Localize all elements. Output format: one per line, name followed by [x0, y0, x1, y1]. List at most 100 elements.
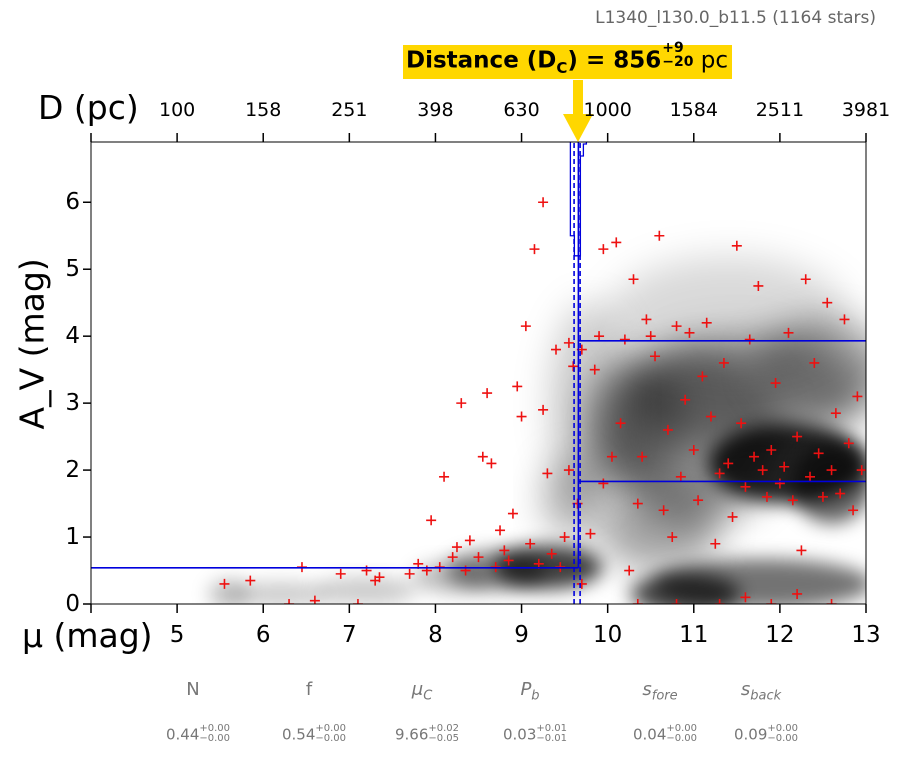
star-marker	[542, 468, 553, 479]
parameter-value: 0.03 +0.01 −0.01	[502, 723, 568, 744]
star-marker	[447, 552, 458, 563]
y-tick-label: 6	[65, 189, 80, 216]
star-marker	[245, 575, 256, 586]
top-axis-label: D (pc)	[38, 88, 139, 127]
parameter-value: 0.04 +0.00 −0.00	[632, 723, 698, 744]
x-tick-label: 10	[593, 622, 623, 648]
star-marker	[520, 321, 531, 332]
top-tick-label: 100	[158, 99, 196, 121]
star-marker	[662, 424, 673, 435]
star-marker	[482, 388, 493, 399]
star-marker	[352, 599, 363, 604]
star-marker	[439, 471, 450, 482]
star-marker	[714, 468, 725, 479]
star-marker	[757, 465, 768, 476]
star-marker	[495, 525, 506, 536]
callout-errors: +9 −20	[662, 41, 693, 69]
star-marker	[817, 491, 828, 502]
star-marker	[563, 465, 574, 476]
star-marker	[710, 538, 721, 549]
star-marker	[499, 545, 510, 556]
parameter-name: f	[305, 679, 313, 700]
star-marker	[538, 197, 549, 208]
top-tick-label: 2511	[755, 99, 805, 121]
top-tick-label: 398	[417, 99, 454, 121]
star-marker	[546, 548, 557, 559]
star-marker	[697, 371, 708, 382]
star-marker	[464, 535, 475, 546]
star-marker	[843, 438, 854, 449]
star-marker	[650, 351, 661, 362]
x-tick-label: 7	[342, 622, 357, 648]
star-marker	[654, 230, 665, 241]
star-marker	[628, 274, 639, 285]
star-marker	[693, 495, 704, 506]
density-background	[208, 256, 866, 604]
x-tick-label: 8	[428, 622, 443, 648]
density-blob	[208, 579, 249, 604]
star-marker	[744, 334, 755, 345]
callout-unit: pc	[693, 47, 729, 74]
star-marker	[727, 511, 738, 522]
x-tick-label: 5	[169, 622, 185, 648]
star-marker	[800, 274, 811, 285]
star-marker	[766, 445, 777, 455]
parameter-value: 0.44 +0.00 −0.00	[165, 723, 231, 744]
star-marker	[503, 555, 514, 566]
callout-subscript: C	[556, 58, 568, 77]
chart-subtitle: L1340_l130.0_b11.5 (1164 stars)	[595, 8, 876, 28]
star-marker	[753, 280, 764, 291]
star-marker	[723, 458, 734, 469]
star-marker	[456, 398, 467, 409]
star-marker	[598, 478, 609, 489]
parameter-name: N	[186, 679, 200, 700]
density-blob	[543, 456, 604, 537]
x-tick-label: 6	[255, 622, 271, 648]
star-marker	[826, 599, 837, 604]
star-marker	[761, 491, 772, 502]
star-marker	[576, 578, 587, 589]
star-marker	[611, 237, 622, 248]
callout-sup: +9	[662, 40, 684, 56]
star-marker	[667, 532, 678, 543]
star-marker	[637, 451, 648, 462]
star-marker	[615, 418, 626, 429]
star-marker	[714, 599, 725, 604]
density-blob	[412, 561, 493, 594]
star-marker	[856, 465, 866, 476]
star-marker	[688, 445, 699, 455]
star-marker	[706, 411, 716, 422]
star-marker	[589, 364, 600, 375]
top-tick-label: 1584	[669, 99, 718, 121]
y-tick-label: 1	[65, 524, 80, 551]
star-marker	[525, 538, 536, 549]
x-axis-label: μ (mag)	[22, 616, 153, 655]
star-marker	[516, 411, 527, 422]
x-tick-label: 13	[851, 622, 881, 648]
parameter-name: sfore	[642, 679, 678, 704]
star-marker	[839, 314, 850, 325]
density-blob	[550, 303, 631, 504]
star-marker	[701, 317, 712, 328]
star-marker	[335, 568, 346, 579]
star-marker	[361, 565, 372, 576]
star-marker	[641, 314, 652, 325]
star-marker	[529, 244, 540, 255]
plot-frame	[90, 141, 867, 605]
star-marker	[852, 391, 863, 402]
star-marker	[632, 599, 643, 604]
star-marker	[830, 408, 841, 419]
parameter-name: Pb	[520, 679, 540, 704]
parameter-name: sback	[740, 679, 782, 704]
star-marker	[632, 498, 643, 509]
y-tick-label: 5	[65, 256, 80, 283]
density-blob	[599, 490, 720, 571]
star-marker	[568, 361, 579, 372]
star-marker	[680, 394, 691, 405]
callout-mid: ) = 856	[567, 47, 662, 74]
star-marker	[624, 565, 635, 576]
star-marker	[219, 578, 230, 589]
star-marker	[787, 495, 798, 506]
star-marker	[606, 451, 617, 462]
